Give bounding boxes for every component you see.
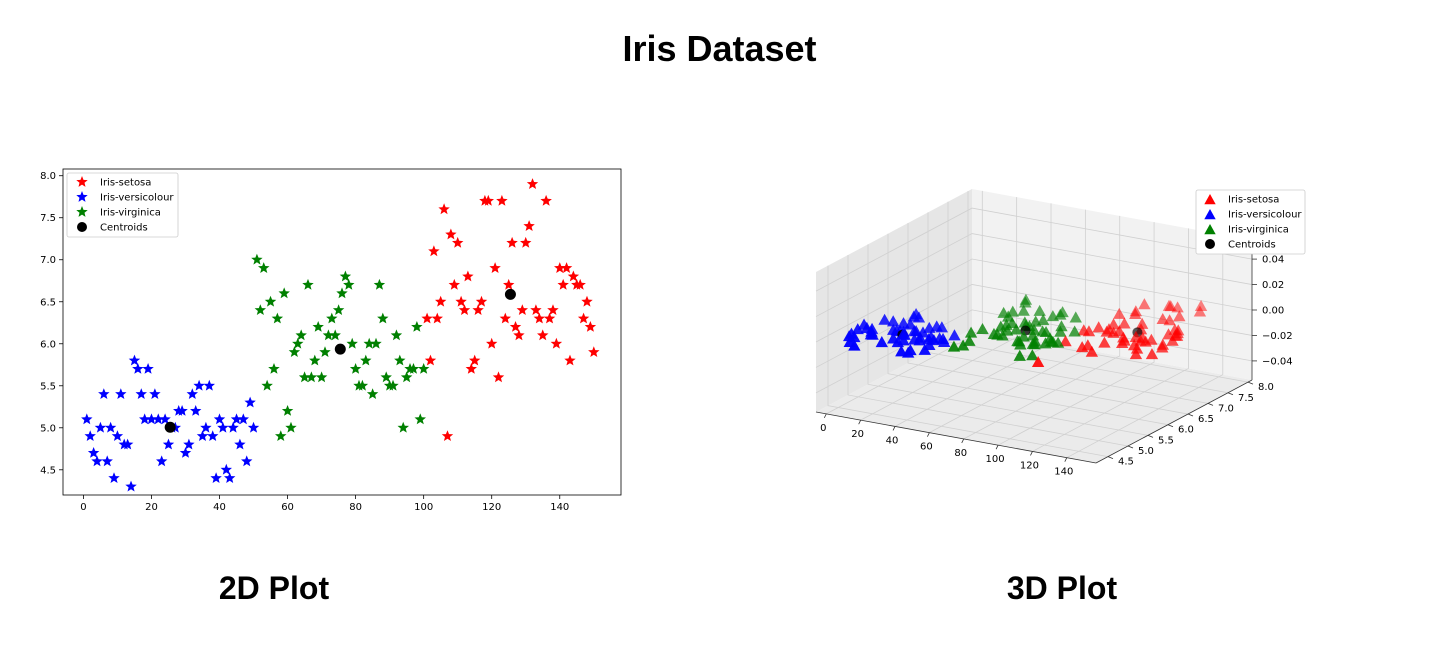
legend-marker (1205, 239, 1215, 249)
y-tick-mark (1208, 403, 1213, 405)
plot-3d: 0 20 40 60 80 100 120 140 4.5 5.0 5.5 6.0 6.5 7.0 7.5 8… (816, 189, 1305, 478)
y-tick-label: 6.0 (1178, 425, 1194, 436)
legend-label: Iris-setosa (100, 178, 151, 189)
x-tick-mark (824, 414, 826, 418)
y-tick-label: 4.5 (40, 465, 56, 476)
y-tick-label: 5.0 (40, 423, 56, 434)
y-tick-mark (1148, 435, 1153, 437)
y-tick-label: 5.5 (40, 381, 56, 392)
caption-2d-plot: 2D Plot (124, 570, 424, 607)
plot-2d: 0 20 40 60 80 100 120 140 4.5 5.0 5.5 6.0 6.5 7.0 7.5 8… (40, 169, 621, 513)
x-tick-label: 60 (281, 502, 294, 513)
centroid-point (505, 289, 516, 300)
y-tick-label: 6.0 (40, 339, 56, 350)
x-tick-label: 0 (80, 502, 86, 513)
x-tick-mark (1065, 458, 1067, 462)
y-tick-label: 6.5 (40, 297, 56, 308)
y-tick-label: 7.0 (1218, 403, 1234, 414)
x-tick-label: 20 (145, 502, 158, 513)
x-tick-label: 60 (920, 442, 933, 453)
legend-label: Iris-virginica (100, 208, 161, 219)
x-tick-label: 120 (482, 502, 501, 513)
x-tick-mark (893, 426, 895, 430)
y-tick-mark (1168, 425, 1173, 427)
z-tick-label: 0.02 (1262, 280, 1284, 291)
legend-label: Iris-setosa (1228, 195, 1279, 206)
x-tick-label: 40 (886, 435, 899, 446)
z-tick-label: −0.04 (1262, 356, 1293, 367)
y-tick-mark (1108, 457, 1113, 459)
x-tick-label: 140 (1054, 467, 1073, 478)
legend-label: Iris-versicolour (1228, 210, 1302, 221)
x-tick-mark (996, 445, 998, 449)
y-tick-label: 7.5 (40, 213, 56, 224)
x-tick-label: 0 (820, 423, 826, 434)
y-tick-label: 5.0 (1138, 446, 1154, 457)
x-tick-label: 80 (349, 502, 362, 513)
x-tick-mark (1030, 451, 1032, 455)
x-tick-label: 120 (1020, 460, 1039, 471)
y-tick-label: 7.0 (40, 255, 56, 266)
legend-label: Centroids (1228, 240, 1276, 251)
y-tick-label: 6.5 (1198, 414, 1214, 425)
z-tick-label: −0.02 (1262, 331, 1293, 342)
y-tick-label: 5.5 (1158, 435, 1174, 446)
y-tick-mark (1228, 393, 1233, 395)
legend-label: Centroids (100, 223, 148, 234)
legend-label: Iris-virginica (1228, 225, 1289, 236)
x-tick-mark (927, 433, 929, 437)
x-tick-label: 100 (414, 502, 433, 513)
x-tick-label: 20 (851, 429, 864, 440)
centroid-point (335, 344, 346, 355)
x-tick-label: 140 (550, 502, 569, 513)
y-tick-mark (1128, 446, 1133, 448)
legend-label: Iris-versicolour (100, 193, 174, 204)
x-tick-mark (962, 439, 964, 443)
x-tick-label: 100 (986, 454, 1005, 465)
x-tick-mark (859, 420, 861, 424)
y-tick-label: 8.0 (1258, 382, 1274, 393)
x-tick-label: 40 (213, 502, 226, 513)
y-tick-label: 7.5 (1238, 393, 1254, 404)
caption-3d-plot: 3D Plot (912, 570, 1212, 607)
legend-marker (77, 222, 87, 232)
centroid-point (165, 422, 176, 433)
y-tick-label: 4.5 (1118, 457, 1134, 468)
y-tick-mark (1188, 414, 1193, 416)
y-tick-mark (1248, 382, 1253, 384)
z-tick-label: 0.04 (1262, 255, 1284, 266)
z-tick-label: 0.00 (1262, 306, 1284, 317)
x-tick-label: 80 (954, 448, 967, 459)
y-tick-label: 8.0 (40, 171, 56, 182)
